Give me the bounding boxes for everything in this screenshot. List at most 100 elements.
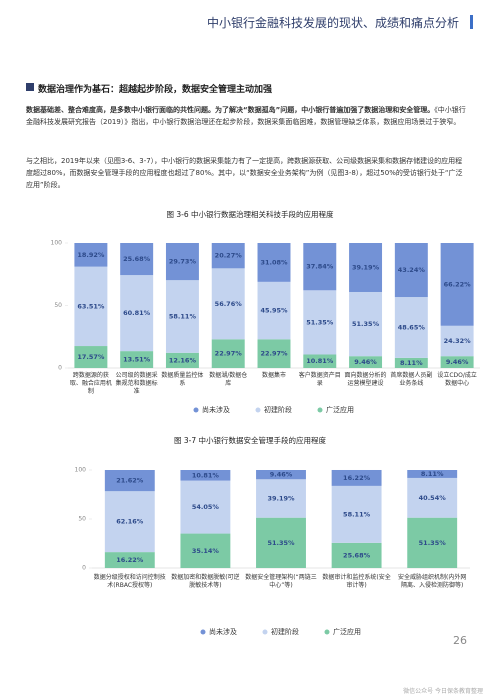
bar-segment: [180, 533, 231, 568]
value-label: 31.08%: [260, 258, 288, 266]
bar-segment: [440, 325, 474, 357]
value-label: 54.05%: [192, 503, 220, 511]
text: 与之相比，2019年以来（见图3-6、3-7），中小银行的数据采集能力有了一定提…: [26, 157, 463, 189]
value-label: 62.16%: [116, 518, 144, 526]
x-tick-label: 数据审计和监控系统(安全审计等): [322, 574, 391, 589]
value-label: 16.22%: [116, 556, 144, 564]
section-heading: 数据治理作为基石：超越起步阶段，数据安全管理主动加强: [38, 85, 273, 95]
x-tick-label: 数据集市: [261, 372, 286, 379]
value-label: 56.76%: [215, 300, 243, 308]
bar-segment: [440, 243, 474, 326]
bar-segment: [180, 470, 231, 481]
value-label: 20.27%: [215, 252, 243, 260]
watermark: 微信公众号 今日保条教育整理: [403, 688, 483, 695]
legend-label: 初建阶段: [271, 627, 299, 636]
x-tick-label: 数据分级授权和访问控制技术(RBAC授权等): [93, 574, 166, 589]
x-tick-label: 客户数据资产目录: [298, 372, 341, 387]
chart-title: 图 3-6 中小银行数据治理相关科技手段的应用程度: [166, 209, 334, 219]
bar-segment: [331, 485, 382, 543]
section-marker: [26, 83, 34, 91]
y-tick-label: 100: [75, 467, 87, 474]
value-label: 39.19%: [267, 494, 295, 502]
x-tick-label: 跨数据源的获取、融合应用机制: [69, 372, 112, 395]
x-tick-label: 面向数据分析的运营模型建设: [344, 372, 387, 387]
value-label: 8.11%: [400, 359, 423, 367]
page-number: 26: [453, 634, 467, 647]
paragraph: 数据基础差、整合难度高，是多数中小银行面临的共性问题。为了解决“数据孤岛”问题，…: [26, 104, 468, 128]
bar-segment: [394, 243, 428, 298]
x-tick-label: 设立CDO/成立数据中心: [437, 372, 477, 387]
value-label: 63.51%: [77, 302, 105, 310]
legend-marker: [200, 629, 206, 635]
x-tick-label: 首席数据人员副业务条线: [390, 372, 433, 387]
value-label: 17.57%: [77, 353, 105, 361]
x-tick-label: 数据湖/数据仓库: [209, 372, 248, 387]
bar-segment: [331, 469, 382, 486]
value-label: 18.92%: [77, 251, 105, 259]
bar-segment: [165, 243, 199, 281]
bar-segment: [303, 354, 337, 368]
bar-segment: [256, 470, 306, 480]
bar-segment: [394, 297, 428, 358]
value-label: 58.11%: [343, 510, 371, 518]
bar-segment: [407, 470, 458, 478]
value-label: 9.46%: [354, 358, 377, 366]
value-label: 60.81%: [123, 309, 151, 317]
value-label: 16.22%: [343, 474, 371, 482]
legend-label: 广泛应用: [326, 405, 354, 414]
bar-segment: [74, 266, 108, 347]
bar-segment: [104, 470, 155, 492]
bar-segment: [349, 243, 383, 292]
y-tick-label: 0: [58, 365, 62, 372]
legend-marker: [255, 407, 261, 413]
legend-marker: [262, 629, 268, 635]
bar-segment: [165, 280, 199, 353]
value-label: 51.35%: [419, 539, 447, 547]
value-label: 29.73%: [169, 258, 197, 266]
value-label: 24.32%: [444, 337, 472, 345]
value-label: 37.84%: [306, 263, 334, 271]
x-tick-label: 公司级的数据采集规范和数据标准: [115, 372, 158, 395]
legend-marker: [317, 407, 323, 413]
paragraph: 与之相比，2019年以来（见图3-6、3-7），中小银行的数据采集能力有了一定提…: [26, 155, 468, 191]
legend-label: 尚未涉及: [209, 627, 237, 636]
x-tick-label: 数据加密和数据脱敏(可逆脱敏技术等): [171, 574, 240, 589]
text: 《中小银行金融科技发展研究报告（2019）》指出，中小银行数据治理还在起步阶段，…: [26, 106, 466, 126]
y-tick-label: 50: [54, 302, 62, 309]
value-label: 35.14%: [192, 547, 220, 555]
value-label: 10.81%: [306, 357, 334, 365]
chart-title: 图 3-7 中小银行数据安全管理手段的应用程度: [174, 435, 327, 445]
bar-segment: [256, 517, 306, 568]
bar-segment: [211, 243, 245, 269]
value-label: 43.24%: [398, 266, 426, 274]
value-label: 25.68%: [123, 255, 151, 263]
bar-segment: [211, 339, 245, 368]
value-label: 51.35%: [306, 318, 334, 326]
bar-segment: [303, 290, 337, 355]
y-tick-label: 100: [51, 240, 63, 247]
x-tick-label: 安全威胁组织机制(内外网隔离、入侵检测防御等): [398, 574, 467, 589]
value-label: 66.22%: [444, 280, 472, 288]
header-bar: [470, 15, 473, 29]
bar-segment: [257, 281, 291, 340]
bar-segment: [120, 351, 154, 368]
bold-text: 数据基础差、整合难度高，是多数中小银行面临的共性问题。为了解决“数据孤岛”问题，…: [26, 106, 435, 114]
value-label: 25.68%: [343, 551, 371, 559]
value-label: 22.97%: [260, 350, 288, 358]
value-label: 51.35%: [267, 539, 295, 547]
legend-label: 广泛应用: [333, 627, 361, 636]
value-label: 40.54%: [419, 494, 447, 502]
bar-segment: [165, 352, 199, 368]
value-label: 45.95%: [260, 307, 288, 315]
bar-segment: [349, 291, 383, 357]
value-label: 39.19%: [352, 263, 380, 271]
y-tick-label: 50: [78, 516, 86, 523]
bar-segment: [120, 275, 154, 352]
x-tick-label: 数据质量监控体系: [161, 372, 204, 387]
legend-marker: [193, 407, 199, 413]
bar-segment: [407, 517, 458, 568]
value-label: 10.81%: [192, 471, 220, 479]
x-tick-label: 数据安全管理架构(“两链三中心”等): [245, 574, 317, 589]
